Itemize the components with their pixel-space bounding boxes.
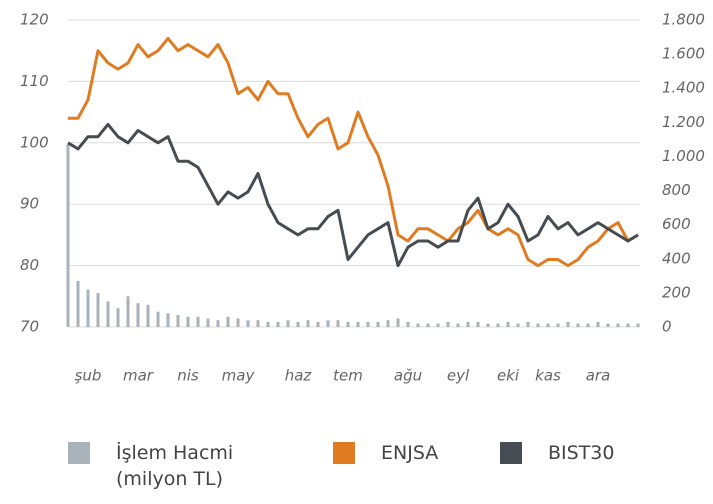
volume-bar (516, 323, 520, 327)
y-tick-label: 120 (20, 11, 49, 29)
y2-tick-label: 200 (662, 283, 691, 301)
legend: İşlem Hacmi (milyon TL) ENJSA BIST30 (0, 430, 713, 504)
volume-bar (456, 323, 460, 327)
volume-bar (226, 316, 230, 327)
volume-bar (186, 316, 190, 327)
x-tick-label: tem (333, 367, 363, 385)
y2-tick-label: 1.400 (662, 79, 705, 97)
legend-item: BIST30 (500, 440, 698, 466)
volume-bar (586, 323, 590, 327)
volume-bar (316, 321, 320, 327)
x-tick-label: nis (177, 367, 199, 385)
volume-bar (506, 321, 510, 327)
volume-bar (576, 323, 580, 327)
volume-bar (236, 318, 240, 327)
volume-bar (426, 323, 430, 327)
volume-bar (276, 321, 280, 327)
legend-swatch (68, 442, 90, 464)
y-tick-label: 110 (20, 72, 49, 90)
volume-bar (66, 144, 70, 327)
volume-bar (536, 323, 540, 327)
volume-bar (346, 321, 350, 327)
volume-bar (596, 321, 600, 327)
volume-bar (606, 323, 610, 327)
volume-bar (326, 320, 330, 327)
volume-bar (156, 311, 160, 327)
x-tick-label: eki (497, 367, 520, 385)
volume-bar (86, 289, 90, 327)
y-tick-label: 70 (20, 318, 39, 336)
volume-bar (296, 321, 300, 327)
volume-bar (356, 321, 360, 327)
y2-tick-label: 0 (662, 318, 672, 336)
volume-bar (416, 323, 420, 327)
x-tick-label: eyl (447, 367, 470, 385)
volume-bar (366, 321, 370, 327)
volume-bar (126, 296, 130, 327)
volume-bar (476, 321, 480, 327)
legend-item: İşlem Hacmi (milyon TL) (68, 440, 256, 492)
volume-bar (166, 313, 170, 327)
legend-swatch (500, 442, 522, 464)
volume-bar (306, 320, 310, 327)
chart: 70 80 90 100 110 120 0 200 400 600 800 1.000 1.200 1.… (20, 11, 705, 385)
legend-item: ENJSA (333, 440, 531, 466)
volume-bar (636, 323, 640, 327)
volume-bar (626, 323, 630, 327)
volume-bar (436, 323, 440, 327)
y2-tick-label: 1.800 (662, 11, 705, 29)
legend-label: İşlem Hacmi (milyon TL) (116, 442, 234, 490)
volume-bar (546, 323, 550, 327)
y2-tick-label: 400 (662, 249, 691, 267)
volume-bar (196, 316, 200, 327)
volume-bar (246, 320, 250, 327)
x-tick-label: ara (586, 367, 611, 385)
y2-tick-label: 1.200 (662, 113, 705, 131)
volume-bar (556, 323, 560, 327)
x-tick-label: may (222, 367, 256, 385)
y2-tick-label: 1.600 (662, 45, 705, 63)
x-tick-label: haz (285, 367, 313, 385)
volume-bar (376, 321, 380, 327)
volume-bar (256, 320, 260, 327)
volume-bar (446, 321, 450, 327)
volume-bar (146, 304, 150, 327)
y2-tick-label: 800 (662, 181, 691, 199)
y-tick-label: 80 (20, 256, 39, 274)
legend-swatch (333, 442, 355, 464)
y-tick-label: 90 (20, 195, 39, 213)
volume-bar (566, 321, 570, 327)
volume-bar (266, 321, 270, 327)
volume-bar (216, 320, 220, 327)
line-series (68, 36, 639, 268)
volume-bar (386, 320, 390, 327)
volume-bar (136, 303, 140, 327)
line-series (67, 122, 639, 268)
volume-bar (466, 321, 470, 327)
y2-tick-label: 1.000 (662, 147, 705, 165)
legend-label: ENJSA (381, 442, 439, 464)
y2-tick-label: 600 (662, 215, 691, 233)
volume-bar (106, 301, 110, 327)
y-tick-label: 100 (20, 133, 49, 151)
x-tick-label: ağu (394, 367, 422, 385)
volume-bar (496, 323, 500, 327)
volume-bar (526, 321, 530, 327)
volume-bar (76, 280, 80, 327)
volume-bar (486, 323, 490, 327)
volume-bar (406, 321, 410, 327)
volume-bar (616, 323, 620, 327)
volume-bar (206, 318, 210, 327)
volume-bar (286, 320, 290, 327)
volume-bar (116, 308, 120, 327)
volume-bar (336, 320, 340, 327)
legend-label: BIST30 (548, 442, 615, 464)
x-tick-label: kas (535, 367, 561, 385)
volume-bar (96, 292, 100, 327)
x-tick-label: mar (123, 367, 154, 385)
volume-bar (176, 315, 180, 327)
x-tick-label: şub (75, 367, 102, 385)
volume-bar (396, 318, 400, 327)
